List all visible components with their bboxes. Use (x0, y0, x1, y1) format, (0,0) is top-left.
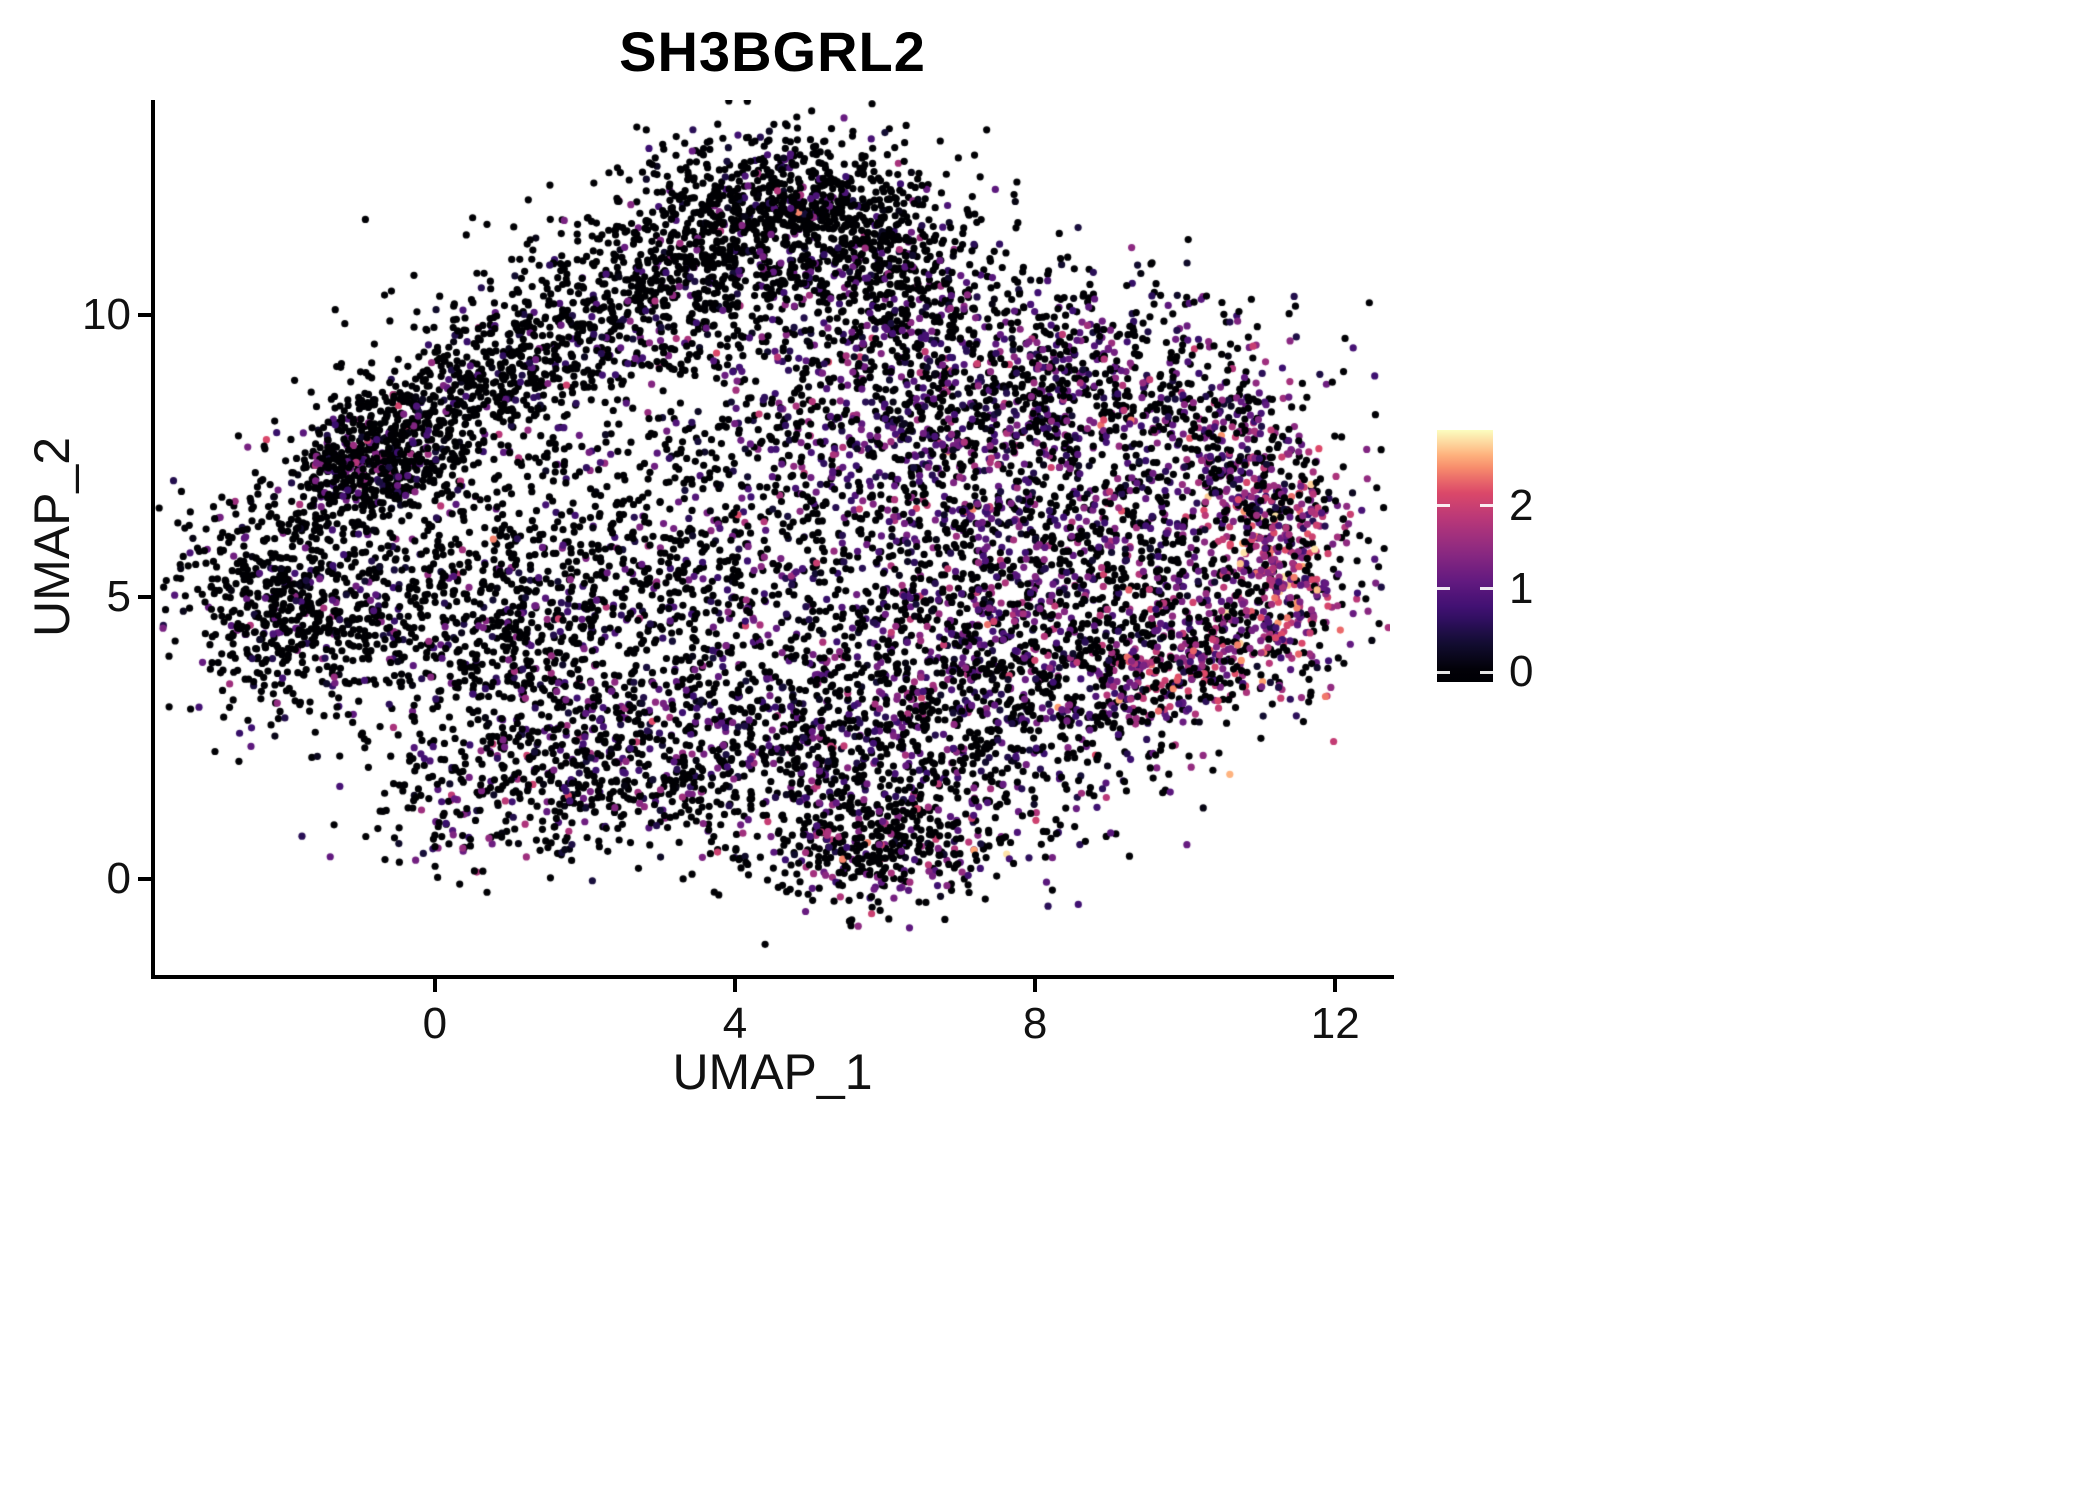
x-tick-label: 12 (1310, 999, 1360, 1048)
colorbar-tick-label: 2 (1509, 480, 1534, 530)
colorbar-tick (1437, 504, 1450, 508)
x-axis-title: UMAP_1 (672, 1044, 873, 1100)
y-tick (138, 877, 151, 882)
x-tick (1333, 979, 1338, 992)
x-tick (432, 979, 437, 992)
x-tick (732, 979, 737, 992)
chart-title: SH3BGRL2 (619, 20, 926, 83)
x-axis-line (151, 975, 1394, 979)
colorbar-tick (1480, 670, 1493, 674)
colorbar-tick-label: 1 (1509, 563, 1534, 613)
x-tick-label: 4 (722, 999, 748, 1048)
y-tick (138, 594, 151, 599)
y-tick-label: 10 (82, 289, 131, 339)
y-axis-line (151, 100, 155, 975)
colorbar-tick (1437, 670, 1450, 674)
y-tick (138, 312, 151, 317)
x-tick (1033, 979, 1038, 992)
colorbar-tick (1480, 587, 1493, 591)
expression-colorbar (1437, 430, 1493, 682)
colorbar-tick (1480, 504, 1493, 508)
colorbar-tick (1437, 587, 1450, 591)
y-tick-label: 5 (106, 571, 131, 621)
colorbar-tick-label: 0 (1509, 647, 1534, 697)
x-tick-label: 0 (422, 999, 448, 1048)
y-tick-label: 0 (106, 854, 131, 904)
scatter-points-canvas (155, 100, 1390, 975)
x-tick-label: 8 (1022, 999, 1048, 1048)
